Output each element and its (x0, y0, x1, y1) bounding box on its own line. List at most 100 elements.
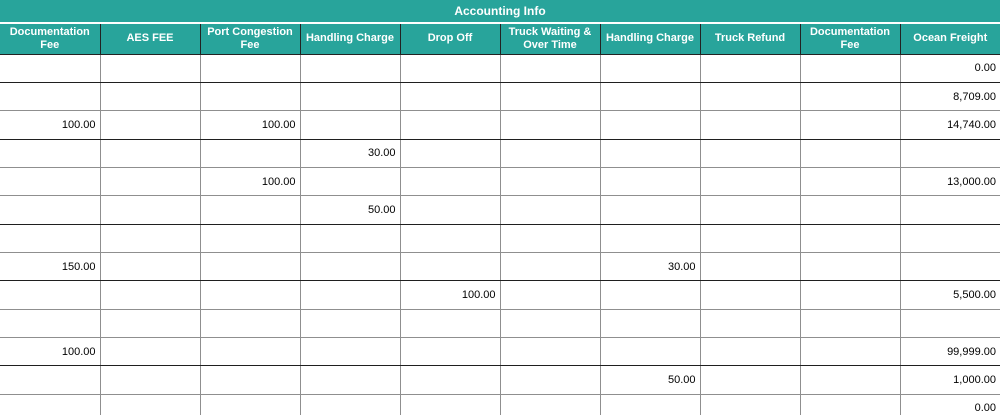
cell[interactable]: 50.00 (599, 365, 700, 395)
cell[interactable] (499, 54, 600, 83)
cell[interactable] (0, 224, 100, 253)
cell[interactable] (499, 110, 600, 140)
cell[interactable] (599, 82, 700, 112)
cell[interactable]: 30.00 (599, 252, 700, 282)
cell[interactable]: 30.00 (299, 139, 400, 168)
cell[interactable] (599, 54, 700, 83)
cell[interactable] (699, 195, 800, 225)
cell[interactable]: 100.00 (199, 167, 300, 197)
cell[interactable] (699, 110, 800, 140)
cell[interactable]: 8,709.00 (899, 82, 1000, 112)
cell[interactable]: 100.00 (0, 110, 100, 140)
cell[interactable] (399, 110, 500, 140)
cell[interactable] (799, 309, 900, 338)
cell[interactable] (799, 365, 900, 395)
cell[interactable]: 0.00 (899, 54, 1000, 83)
cell[interactable] (899, 309, 1000, 338)
cell[interactable]: 5,500.00 (899, 280, 1000, 310)
cell[interactable] (599, 195, 700, 225)
cell[interactable] (499, 82, 600, 112)
cell[interactable] (199, 139, 300, 168)
cell[interactable] (599, 167, 700, 197)
cell[interactable] (499, 280, 600, 310)
cell[interactable] (199, 337, 300, 367)
cell[interactable] (699, 224, 800, 253)
cell[interactable] (599, 337, 700, 367)
cell[interactable] (299, 365, 400, 395)
cell[interactable] (699, 365, 800, 395)
cell[interactable] (699, 139, 800, 168)
cell[interactable] (399, 337, 500, 367)
cell[interactable] (799, 139, 900, 168)
cell[interactable] (399, 167, 500, 197)
cell[interactable] (0, 139, 100, 168)
cell[interactable]: 13,000.00 (899, 167, 1000, 197)
cell[interactable] (0, 195, 100, 225)
cell[interactable] (0, 82, 100, 112)
cell[interactable] (799, 167, 900, 197)
cell[interactable] (599, 139, 700, 168)
cell[interactable] (799, 82, 900, 112)
cell[interactable] (299, 337, 400, 367)
cell[interactable] (599, 110, 700, 140)
cell[interactable] (99, 224, 200, 253)
cell[interactable] (299, 54, 400, 83)
cell[interactable]: 0.00 (899, 394, 1000, 415)
cell[interactable]: 150.00 (0, 252, 100, 282)
cell[interactable] (599, 280, 700, 310)
cell[interactable] (699, 337, 800, 367)
cell[interactable] (899, 139, 1000, 168)
cell[interactable] (199, 394, 300, 415)
cell[interactable] (699, 54, 800, 83)
cell[interactable] (599, 224, 700, 253)
cell[interactable] (299, 167, 400, 197)
cell[interactable] (0, 309, 100, 338)
cell[interactable] (199, 54, 300, 83)
cell[interactable] (299, 110, 400, 140)
cell[interactable] (0, 280, 100, 310)
cell[interactable] (0, 167, 100, 197)
cell[interactable] (699, 252, 800, 282)
cell[interactable]: 1,000.00 (899, 365, 1000, 395)
cell[interactable] (799, 280, 900, 310)
cell[interactable] (299, 309, 400, 338)
cell[interactable] (199, 224, 300, 253)
cell[interactable] (199, 309, 300, 338)
cell[interactable] (599, 309, 700, 338)
cell[interactable] (499, 394, 600, 415)
cell[interactable] (499, 195, 600, 225)
cell[interactable] (499, 224, 600, 253)
cell[interactable] (299, 280, 400, 310)
cell[interactable] (799, 224, 900, 253)
cell[interactable] (0, 54, 100, 83)
cell[interactable]: 14,740.00 (899, 110, 1000, 140)
cell[interactable] (99, 252, 200, 282)
cell[interactable] (499, 337, 600, 367)
cell[interactable] (899, 224, 1000, 253)
cell[interactable] (399, 252, 500, 282)
cell[interactable] (99, 110, 200, 140)
cell[interactable] (399, 365, 500, 395)
cell[interactable] (0, 365, 100, 395)
cell[interactable] (99, 195, 200, 225)
cell[interactable] (99, 365, 200, 395)
cell[interactable] (0, 394, 100, 415)
cell[interactable] (99, 167, 200, 197)
cell[interactable] (399, 54, 500, 83)
cell[interactable] (799, 394, 900, 415)
cell[interactable] (899, 195, 1000, 225)
cell[interactable] (99, 82, 200, 112)
cell[interactable]: 99,999.00 (899, 337, 1000, 367)
cell[interactable] (99, 139, 200, 168)
cell[interactable] (199, 365, 300, 395)
cell[interactable] (799, 252, 900, 282)
cell[interactable] (399, 139, 500, 168)
cell[interactable] (499, 252, 600, 282)
cell[interactable] (899, 252, 1000, 282)
cell[interactable]: 100.00 (399, 280, 500, 310)
cell[interactable] (99, 309, 200, 338)
cell[interactable] (99, 280, 200, 310)
cell[interactable] (399, 394, 500, 415)
cell[interactable] (399, 309, 500, 338)
cell[interactable] (499, 309, 600, 338)
